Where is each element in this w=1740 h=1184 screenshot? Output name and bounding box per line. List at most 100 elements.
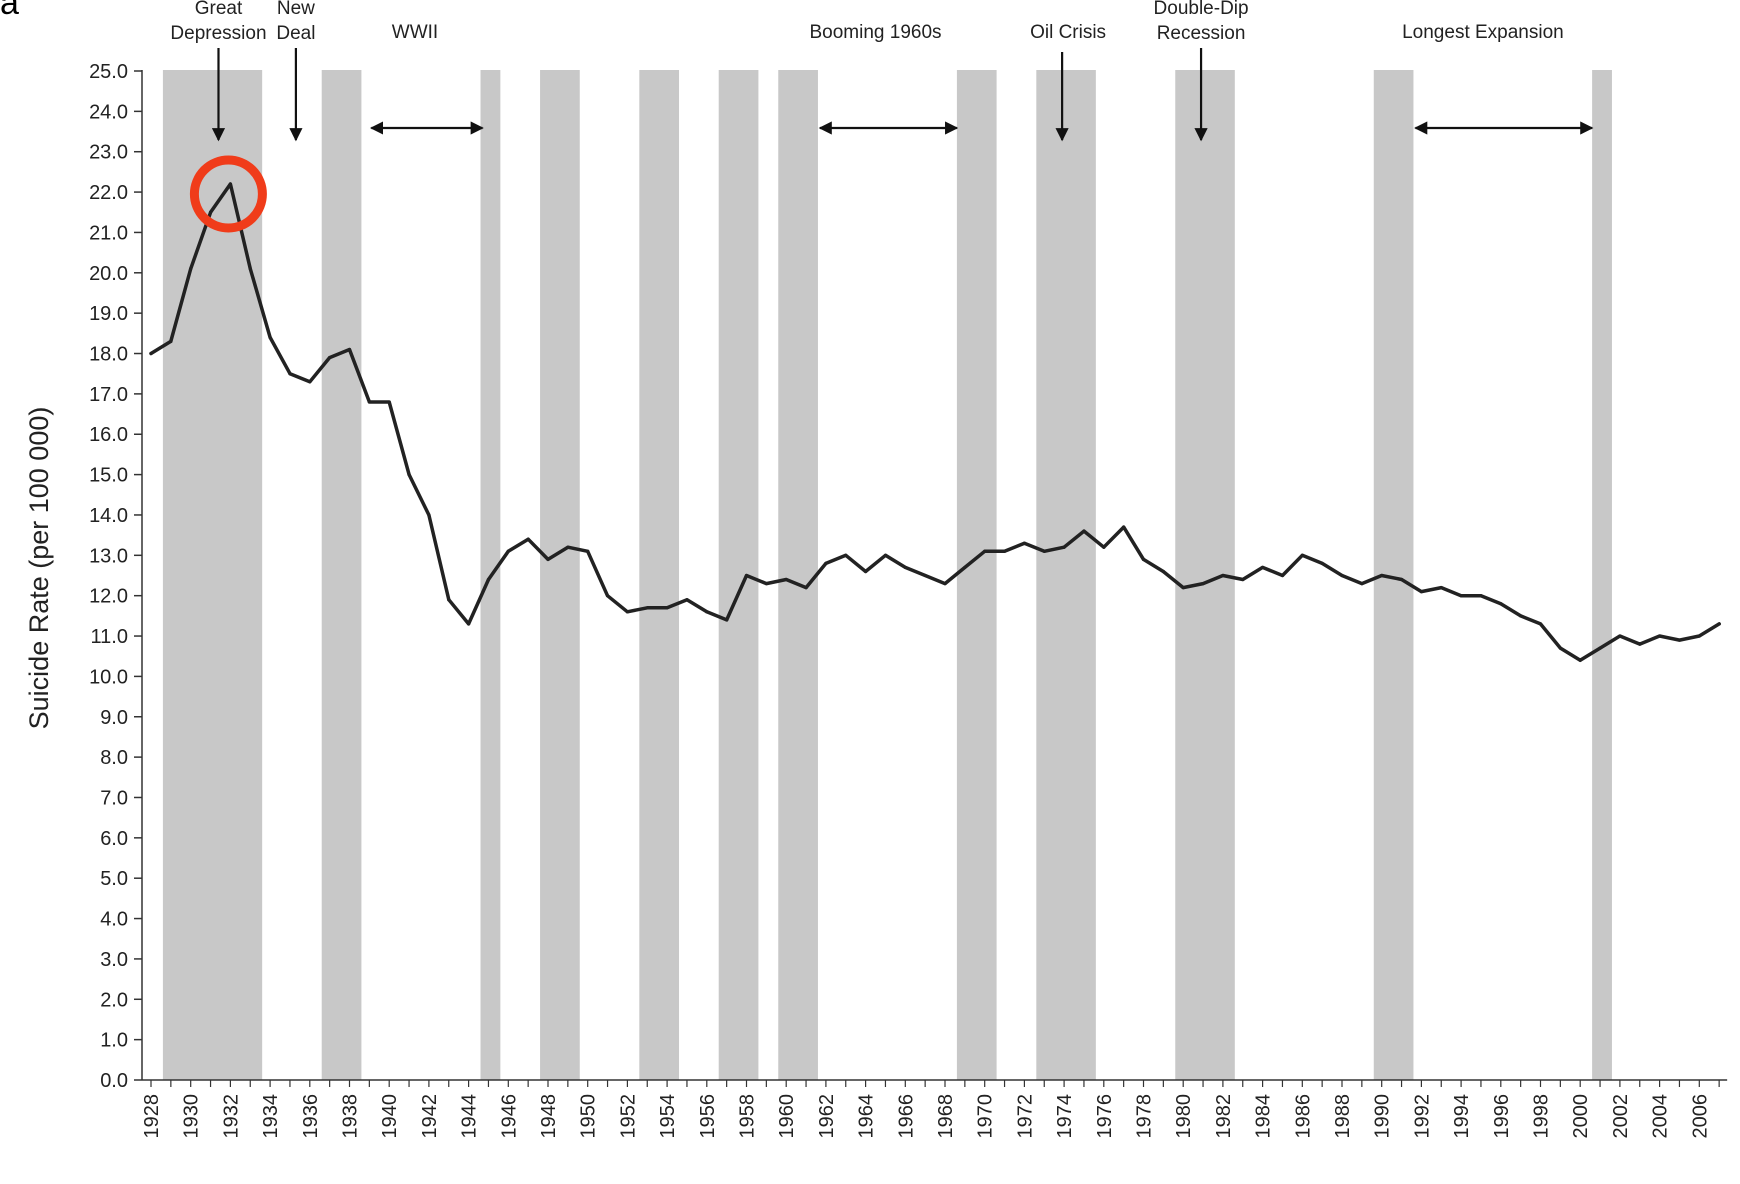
recession-bands [162,70,1612,1080]
data-point [268,335,272,339]
y-tick-label: 25.0 [89,61,128,83]
series-layer [149,182,1721,663]
y-tick-label: 23.0 [89,142,128,164]
data-point [1677,638,1682,642]
data-point [1221,573,1225,578]
annotation-label: Double-Dip [1154,0,1249,19]
y-tick-label: 16.0 [89,424,128,446]
data-point [1598,646,1602,650]
x-tick-label: 1970 [975,1094,997,1139]
data-point [883,553,888,557]
x-tick-label: 1934 [260,1094,282,1139]
data-point [804,586,808,590]
x-tick-label: 1966 [895,1094,917,1139]
annotation-label: Depression [170,23,266,44]
annotation: Double-Dip Recession [1154,0,1249,142]
data-point [1479,594,1483,598]
x-tick-label: 1936 [300,1094,322,1139]
y-tick-label: 11.0 [91,626,128,648]
data-point [983,549,987,553]
data-point [1161,569,1165,574]
annotation: Great Depression [170,0,267,142]
x-tick-label: 1984 [1253,1094,1275,1139]
data-point [486,577,491,582]
data-point [923,573,927,578]
data-point [546,557,550,561]
data-point [169,339,173,344]
y-tick-label: 14.0 [89,505,128,527]
x-tick-label: 1972 [1014,1094,1036,1139]
annotation: WWII [370,22,484,135]
data-point [1459,594,1463,598]
highlight-layer [189,155,267,233]
x-tick-label: 1956 [697,1094,719,1139]
recession-band [1592,70,1612,1080]
x-tick-label: 1954 [657,1094,679,1139]
x-tick-label: 2006 [1689,1094,1711,1139]
recession-band [639,70,680,1080]
x-tick-label: 1940 [379,1094,401,1139]
data-point [149,351,153,356]
data-point [1419,590,1423,594]
data-point [744,573,749,578]
data-point [1638,642,1642,646]
y-axis-title: Suicide Rate (per 100 000) [24,407,54,730]
data-point [387,400,391,404]
data-point [447,598,451,602]
data-point [1558,646,1562,650]
data-point [665,606,669,610]
x-tick-label: 1964 [856,1094,878,1139]
x-tick-label: 1990 [1372,1094,1394,1139]
data-point [1022,541,1026,545]
y-tick-label: 3.0 [100,949,128,971]
y-tick-label: 9.0 [100,707,128,729]
x-tick-label: 2000 [1570,1094,1592,1139]
data-point [844,553,848,557]
data-point [943,581,947,586]
event-annotations: Great Depression New Deal WWII Booming 1960s O… [170,0,1594,142]
y-tick-label: 20.0 [89,263,128,285]
data-point [1141,557,1146,561]
data-point [1201,581,1205,586]
x-tick-label: 1996 [1491,1094,1513,1139]
y-tick-label: 1.0 [100,1030,128,1052]
data-point [1578,658,1582,662]
annotation-label: WWII [392,22,438,43]
recession-band [956,70,997,1080]
y-tick-label: 24.0 [89,101,128,123]
data-point [1002,549,1007,553]
x-tick-label: 1968 [935,1094,957,1139]
y-tick-label: 19.0 [89,303,128,325]
x-tick-label: 1992 [1411,1094,1433,1139]
data-point [189,267,193,271]
data-point [1280,573,1285,578]
data-point [1320,561,1324,565]
recession-band [718,70,759,1080]
x-tick-label: 1928 [141,1094,163,1139]
y-tick-label: 0.0 [100,1070,128,1092]
x-tick-label: 1942 [419,1094,441,1139]
data-point [427,513,431,517]
data-point [1658,634,1662,638]
y-tick-label: 2.0 [100,989,128,1011]
annotation-label: Recession [1157,23,1246,44]
data-point [1360,581,1364,586]
data-point [1181,586,1185,590]
data-point [1380,573,1384,578]
data-point [784,577,788,582]
y-tick-label: 10.0 [89,666,128,688]
data-point [625,610,630,614]
x-tick-label: 1982 [1213,1094,1235,1139]
y-tick-label: 18.0 [89,344,128,366]
data-point [1082,529,1086,533]
data-point [208,210,213,214]
data-point [1538,622,1543,626]
data-point [1042,549,1046,553]
annotation-label: Oil Crisis [1030,22,1106,43]
data-point [1340,573,1344,578]
data-point [308,380,312,384]
x-tick-label: 1952 [617,1094,639,1139]
x-tick-label: 1930 [181,1094,203,1139]
data-point [248,267,252,271]
